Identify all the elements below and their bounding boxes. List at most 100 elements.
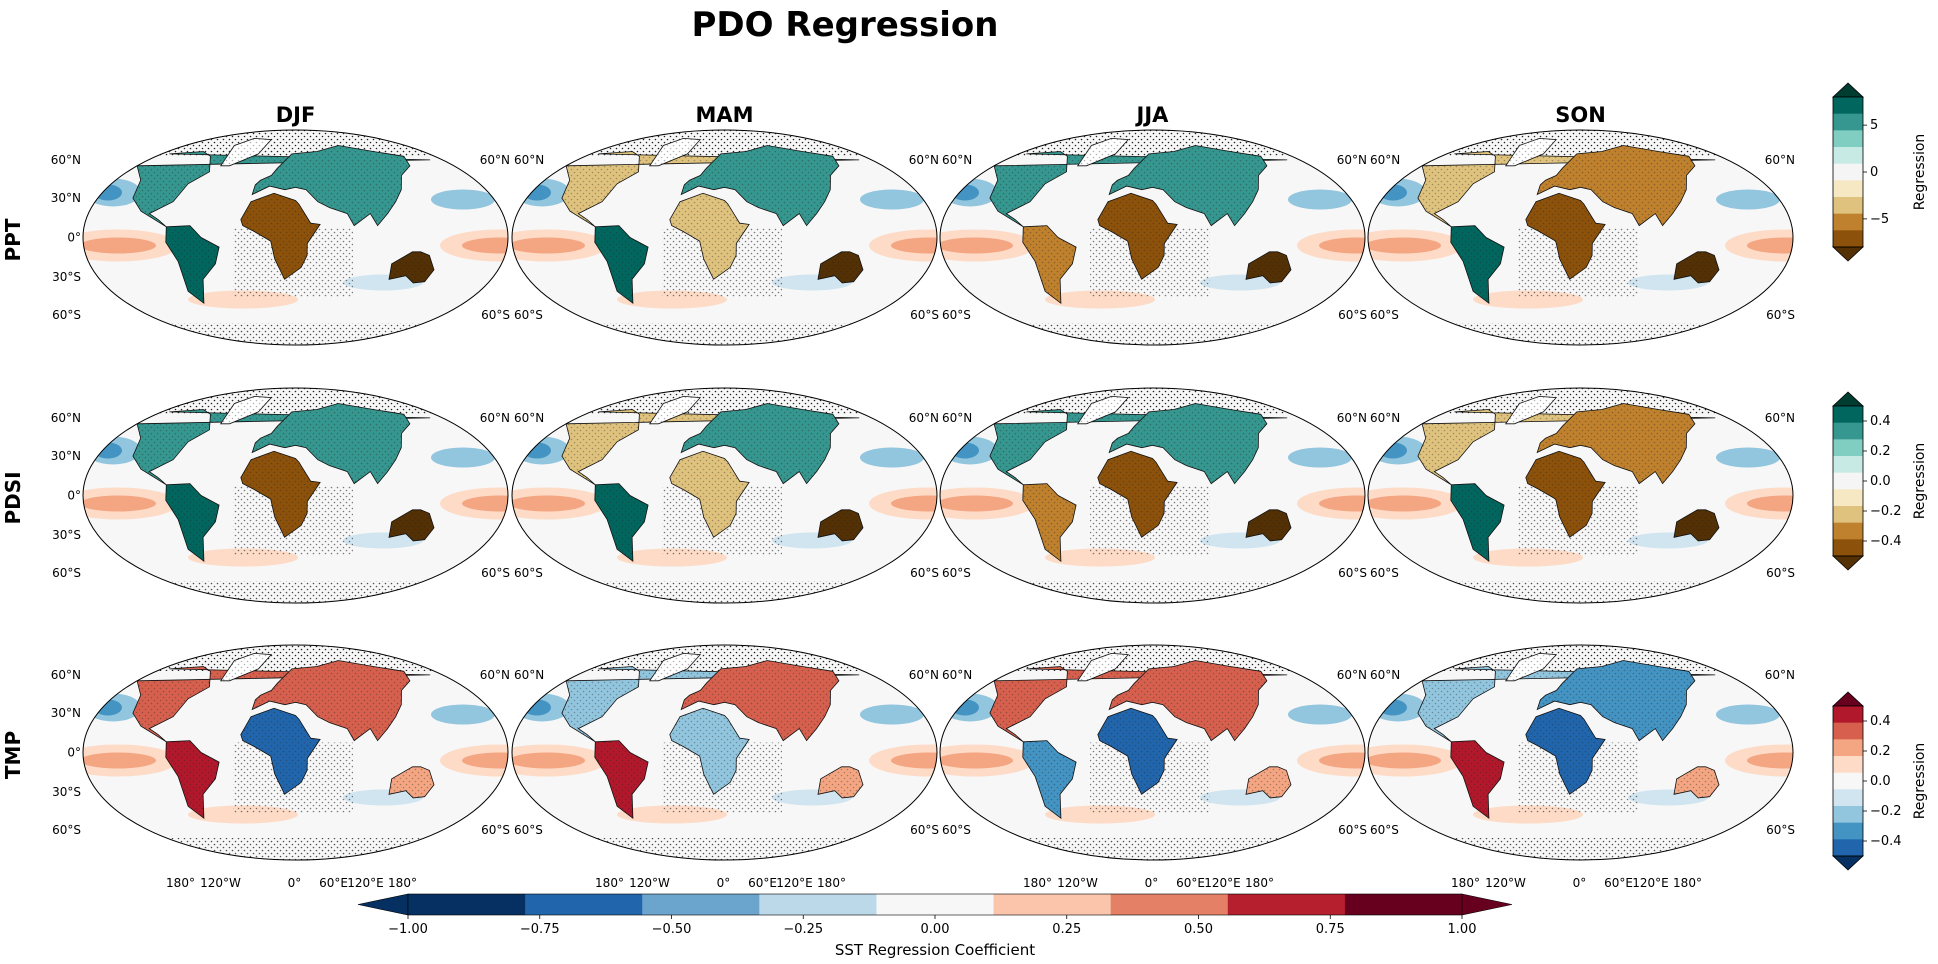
lat-tick-label: 30°N bbox=[51, 706, 81, 720]
lon-tick-label: 120°W bbox=[629, 876, 670, 890]
lon-tick-label: 0° bbox=[1573, 876, 1587, 890]
lat-tick-label: 60°N bbox=[1337, 411, 1367, 425]
lat-tick-label: 60°S bbox=[514, 308, 543, 322]
lon-tick-label: 120°E bbox=[1632, 876, 1669, 890]
row-label-ppt: PPT bbox=[1, 218, 25, 261]
lat-tick-label: 60°S bbox=[1370, 566, 1399, 580]
lat-tick-label: 60°S bbox=[52, 823, 81, 837]
map-panel-ppt-son: 60°N 60°S 60°N 60°S SON bbox=[1367, 103, 1795, 346]
lat-tick-label: 60°S bbox=[910, 308, 939, 322]
lat-tick-label: 60°N bbox=[909, 411, 939, 425]
lat-tick-label: 60°N bbox=[1370, 668, 1400, 682]
lon-tick-label: 120°W bbox=[1485, 876, 1526, 890]
lat-tick-label: 60°N bbox=[1765, 411, 1795, 425]
colorbar-pdsi: 0.4 0.2 0.0 −0.2 −0.4 Regression bbox=[1831, 391, 1928, 571]
colorbar-ppt: 5 0 −5 Regression bbox=[1831, 82, 1928, 262]
lat-tick-label: 60°N bbox=[51, 668, 81, 682]
lat-tick-label: 60°S bbox=[1766, 566, 1795, 580]
colorbar-tick-label: −5 bbox=[1870, 212, 1889, 227]
map-panel-tmp-son: 60°N 60°S 60°N 60°S 180° 120°W 0° 60°E 120°E 180° bbox=[1367, 644, 1795, 890]
lat-tick-label: 60°N bbox=[942, 668, 972, 682]
lat-tick-label: 60°N bbox=[909, 668, 939, 682]
lat-tick-label: 0° bbox=[67, 231, 81, 245]
colorbar-tick-label: 0.4 bbox=[1870, 714, 1891, 729]
lon-tick-label: 60°E bbox=[1604, 876, 1633, 890]
map-panel-pdsi-mam: 60°N 60°S 60°N 60°S bbox=[511, 387, 939, 604]
lat-tick-label: 60°S bbox=[910, 823, 939, 837]
map-panel-tmp-djf: 60°N 30°N 0° 30°S 60°S 60°N 60°S 180° 120°W 0° 60°… bbox=[51, 644, 510, 890]
lon-tick-label: 120°W bbox=[200, 876, 241, 890]
sst-tick-label: 0.75 bbox=[1316, 922, 1345, 937]
lat-tick-label: 60°S bbox=[942, 308, 971, 322]
lon-tick-label: 120°E bbox=[1204, 876, 1241, 890]
sst-tick-label: −0.50 bbox=[652, 922, 692, 937]
sst-tick-label: 0.25 bbox=[1052, 922, 1081, 937]
lon-tick-label: 180° bbox=[1451, 876, 1480, 890]
sst-tick-label: 0.00 bbox=[921, 922, 950, 937]
column-title-son: SON bbox=[1555, 103, 1606, 127]
lat-tick-label: 60°N bbox=[1370, 411, 1400, 425]
map-frame bbox=[511, 387, 938, 604]
lat-tick-label: 60°S bbox=[1766, 308, 1795, 322]
lat-tick-label: 60°S bbox=[481, 308, 510, 322]
lat-tick-label: 60°N bbox=[909, 153, 939, 167]
lat-tick-label: 60°S bbox=[1370, 308, 1399, 322]
lat-tick-label: 60°S bbox=[942, 823, 971, 837]
map-panel-pdsi-djf: 60°N 30°N 0° 30°S 60°S 60°N 60°S bbox=[51, 387, 510, 604]
figure-title: PDO Regression bbox=[692, 5, 999, 45]
lon-tick-label: 0° bbox=[717, 876, 731, 890]
lat-tick-label: 60°S bbox=[52, 566, 81, 580]
map-panel-tmp-mam: 60°N 60°S 60°N 60°S 180° 120°W 0° 60°E 120°E 180° bbox=[511, 644, 939, 890]
map-panel-ppt-mam: 60°N 60°S 60°N 60°S MAM bbox=[511, 103, 939, 346]
lat-tick-label: 60°N bbox=[51, 411, 81, 425]
lat-tick-label: 30°S bbox=[52, 528, 81, 542]
map-frame bbox=[1367, 129, 1794, 346]
lat-tick-label: 60°S bbox=[942, 566, 971, 580]
colorbar-label: Regression bbox=[1912, 134, 1928, 211]
lat-tick-label: 60°N bbox=[480, 411, 510, 425]
lat-tick-label: 60°N bbox=[1337, 668, 1367, 682]
lon-tick-label: 180° bbox=[1245, 876, 1274, 890]
lat-tick-label: 30°N bbox=[51, 191, 81, 205]
map-frame bbox=[1367, 644, 1794, 861]
colorbar-tick-label: 0.0 bbox=[1870, 474, 1891, 489]
map-panel-ppt-djf: 60°N 30°N 0° 30°S 60°S 60°N 60°S DJF bbox=[51, 103, 510, 346]
sst-tick-label: 0.50 bbox=[1184, 922, 1213, 937]
lon-tick-label: 180° bbox=[166, 876, 195, 890]
lat-tick-label: 0° bbox=[67, 746, 81, 760]
lat-tick-label: 0° bbox=[67, 489, 81, 503]
map-frame bbox=[82, 644, 509, 861]
sst-tick-label: −0.25 bbox=[783, 922, 823, 937]
colorbar-label: Regression bbox=[1912, 743, 1928, 820]
lat-tick-label: 60°N bbox=[514, 153, 544, 167]
lat-tick-label: 60°S bbox=[514, 566, 543, 580]
column-title-mam: MAM bbox=[695, 103, 753, 127]
map-frame bbox=[82, 129, 509, 346]
lat-tick-label: 60°S bbox=[481, 823, 510, 837]
lat-tick-label: 60°N bbox=[480, 668, 510, 682]
lon-tick-label: 0° bbox=[288, 876, 302, 890]
colorbar-tick-label: 0.4 bbox=[1870, 414, 1891, 429]
map-frame bbox=[939, 129, 1366, 346]
column-title-jja: JJA bbox=[1135, 103, 1170, 127]
colorbar-tick-label: −0.2 bbox=[1870, 804, 1902, 819]
map-frame bbox=[1367, 387, 1794, 604]
lon-tick-label: 0° bbox=[1145, 876, 1159, 890]
column-title-djf: DJF bbox=[276, 103, 316, 127]
lon-tick-label: 180° bbox=[1023, 876, 1052, 890]
lat-tick-label: 60°N bbox=[51, 153, 81, 167]
lon-tick-label: 60°E bbox=[1176, 876, 1205, 890]
colorbar-tick-label: 0.2 bbox=[1870, 444, 1891, 459]
lat-tick-label: 30°N bbox=[51, 449, 81, 463]
lat-tick-label: 60°S bbox=[481, 566, 510, 580]
map-frame bbox=[511, 129, 938, 346]
lon-tick-label: 180° bbox=[595, 876, 624, 890]
lon-tick-label: 120°E bbox=[776, 876, 813, 890]
lat-tick-label: 60°N bbox=[1370, 153, 1400, 167]
row-label-pdsi: PDSI bbox=[1, 471, 25, 524]
sst-colorbar-label: SST Regression Coefficient bbox=[835, 941, 1035, 959]
lat-tick-label: 60°N bbox=[514, 668, 544, 682]
lon-tick-label: 120°E bbox=[347, 876, 384, 890]
lat-tick-label: 60°N bbox=[514, 411, 544, 425]
